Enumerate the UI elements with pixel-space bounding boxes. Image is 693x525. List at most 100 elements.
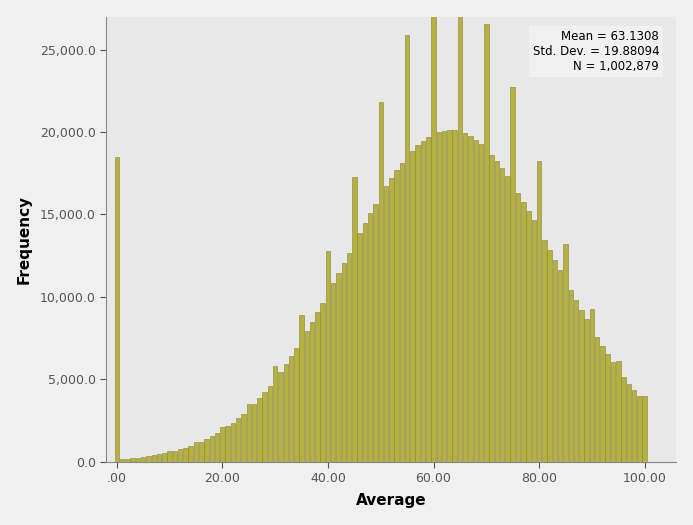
Bar: [590, 309, 594, 461]
Bar: [642, 396, 647, 461]
Bar: [416, 145, 420, 461]
Bar: [389, 178, 394, 461]
Bar: [479, 144, 483, 461]
Bar: [320, 303, 325, 461]
Bar: [463, 133, 468, 461]
Bar: [632, 391, 636, 461]
Bar: [331, 283, 335, 461]
Bar: [547, 250, 552, 461]
Bar: [600, 346, 605, 461]
Bar: [553, 260, 557, 461]
Bar: [273, 366, 277, 461]
Bar: [579, 310, 584, 461]
Bar: [394, 171, 399, 461]
Bar: [178, 449, 182, 461]
Bar: [278, 372, 283, 461]
Bar: [606, 354, 610, 461]
Bar: [362, 223, 367, 461]
Bar: [215, 433, 220, 461]
Bar: [489, 155, 494, 461]
Bar: [231, 423, 235, 461]
Bar: [289, 356, 293, 461]
Bar: [305, 331, 309, 461]
Bar: [431, 0, 436, 461]
Bar: [220, 427, 225, 461]
Bar: [484, 24, 489, 461]
Bar: [595, 338, 599, 461]
Bar: [568, 290, 573, 461]
Bar: [374, 204, 378, 461]
Bar: [299, 316, 304, 461]
Bar: [125, 459, 130, 461]
Bar: [336, 273, 341, 461]
Bar: [136, 458, 140, 461]
Bar: [241, 414, 246, 461]
Bar: [584, 319, 589, 461]
Bar: [352, 177, 357, 461]
Bar: [616, 361, 620, 461]
Bar: [542, 240, 547, 461]
Bar: [162, 454, 166, 461]
Bar: [447, 130, 452, 461]
Bar: [516, 193, 520, 461]
Bar: [326, 251, 331, 461]
Bar: [468, 136, 473, 461]
Bar: [521, 202, 525, 461]
Bar: [563, 244, 568, 461]
Bar: [453, 130, 457, 461]
Bar: [400, 163, 404, 461]
Bar: [252, 404, 256, 461]
Bar: [626, 384, 631, 461]
Bar: [346, 253, 351, 461]
Bar: [637, 396, 642, 461]
Bar: [236, 418, 240, 461]
Bar: [342, 263, 346, 461]
Bar: [437, 132, 441, 461]
Bar: [114, 157, 119, 461]
Bar: [157, 455, 161, 461]
Bar: [173, 451, 177, 461]
Bar: [183, 448, 188, 461]
Text: Mean = 63.1308
Std. Dev. = 19.88094
N = 1,002,879: Mean = 63.1308 Std. Dev. = 19.88094 N = …: [533, 30, 659, 73]
Bar: [511, 87, 515, 461]
Bar: [152, 455, 156, 461]
Bar: [141, 457, 146, 461]
Bar: [421, 141, 426, 461]
Bar: [473, 140, 478, 461]
Bar: [442, 131, 446, 461]
Bar: [247, 404, 251, 461]
Bar: [168, 452, 172, 461]
Bar: [225, 426, 230, 461]
Bar: [199, 442, 204, 461]
Bar: [146, 456, 151, 461]
Bar: [384, 186, 388, 461]
Bar: [457, 0, 462, 461]
Bar: [495, 161, 499, 461]
X-axis label: Average: Average: [356, 494, 427, 508]
Bar: [622, 377, 626, 461]
Bar: [410, 151, 414, 461]
Bar: [263, 392, 267, 461]
Bar: [611, 362, 615, 461]
Bar: [426, 137, 430, 461]
Bar: [267, 385, 272, 461]
Bar: [558, 270, 563, 461]
Bar: [378, 102, 383, 461]
Bar: [537, 161, 541, 461]
Bar: [209, 436, 214, 461]
Bar: [130, 458, 135, 461]
Bar: [120, 459, 124, 461]
Bar: [368, 213, 372, 461]
Bar: [204, 439, 209, 461]
Bar: [526, 211, 531, 461]
Bar: [358, 233, 362, 461]
Bar: [283, 364, 288, 461]
Bar: [194, 442, 198, 461]
Y-axis label: Frequency: Frequency: [17, 195, 32, 284]
Bar: [574, 300, 578, 461]
Bar: [257, 398, 261, 461]
Bar: [294, 348, 299, 461]
Bar: [310, 322, 315, 461]
Bar: [505, 176, 509, 461]
Bar: [532, 220, 536, 461]
